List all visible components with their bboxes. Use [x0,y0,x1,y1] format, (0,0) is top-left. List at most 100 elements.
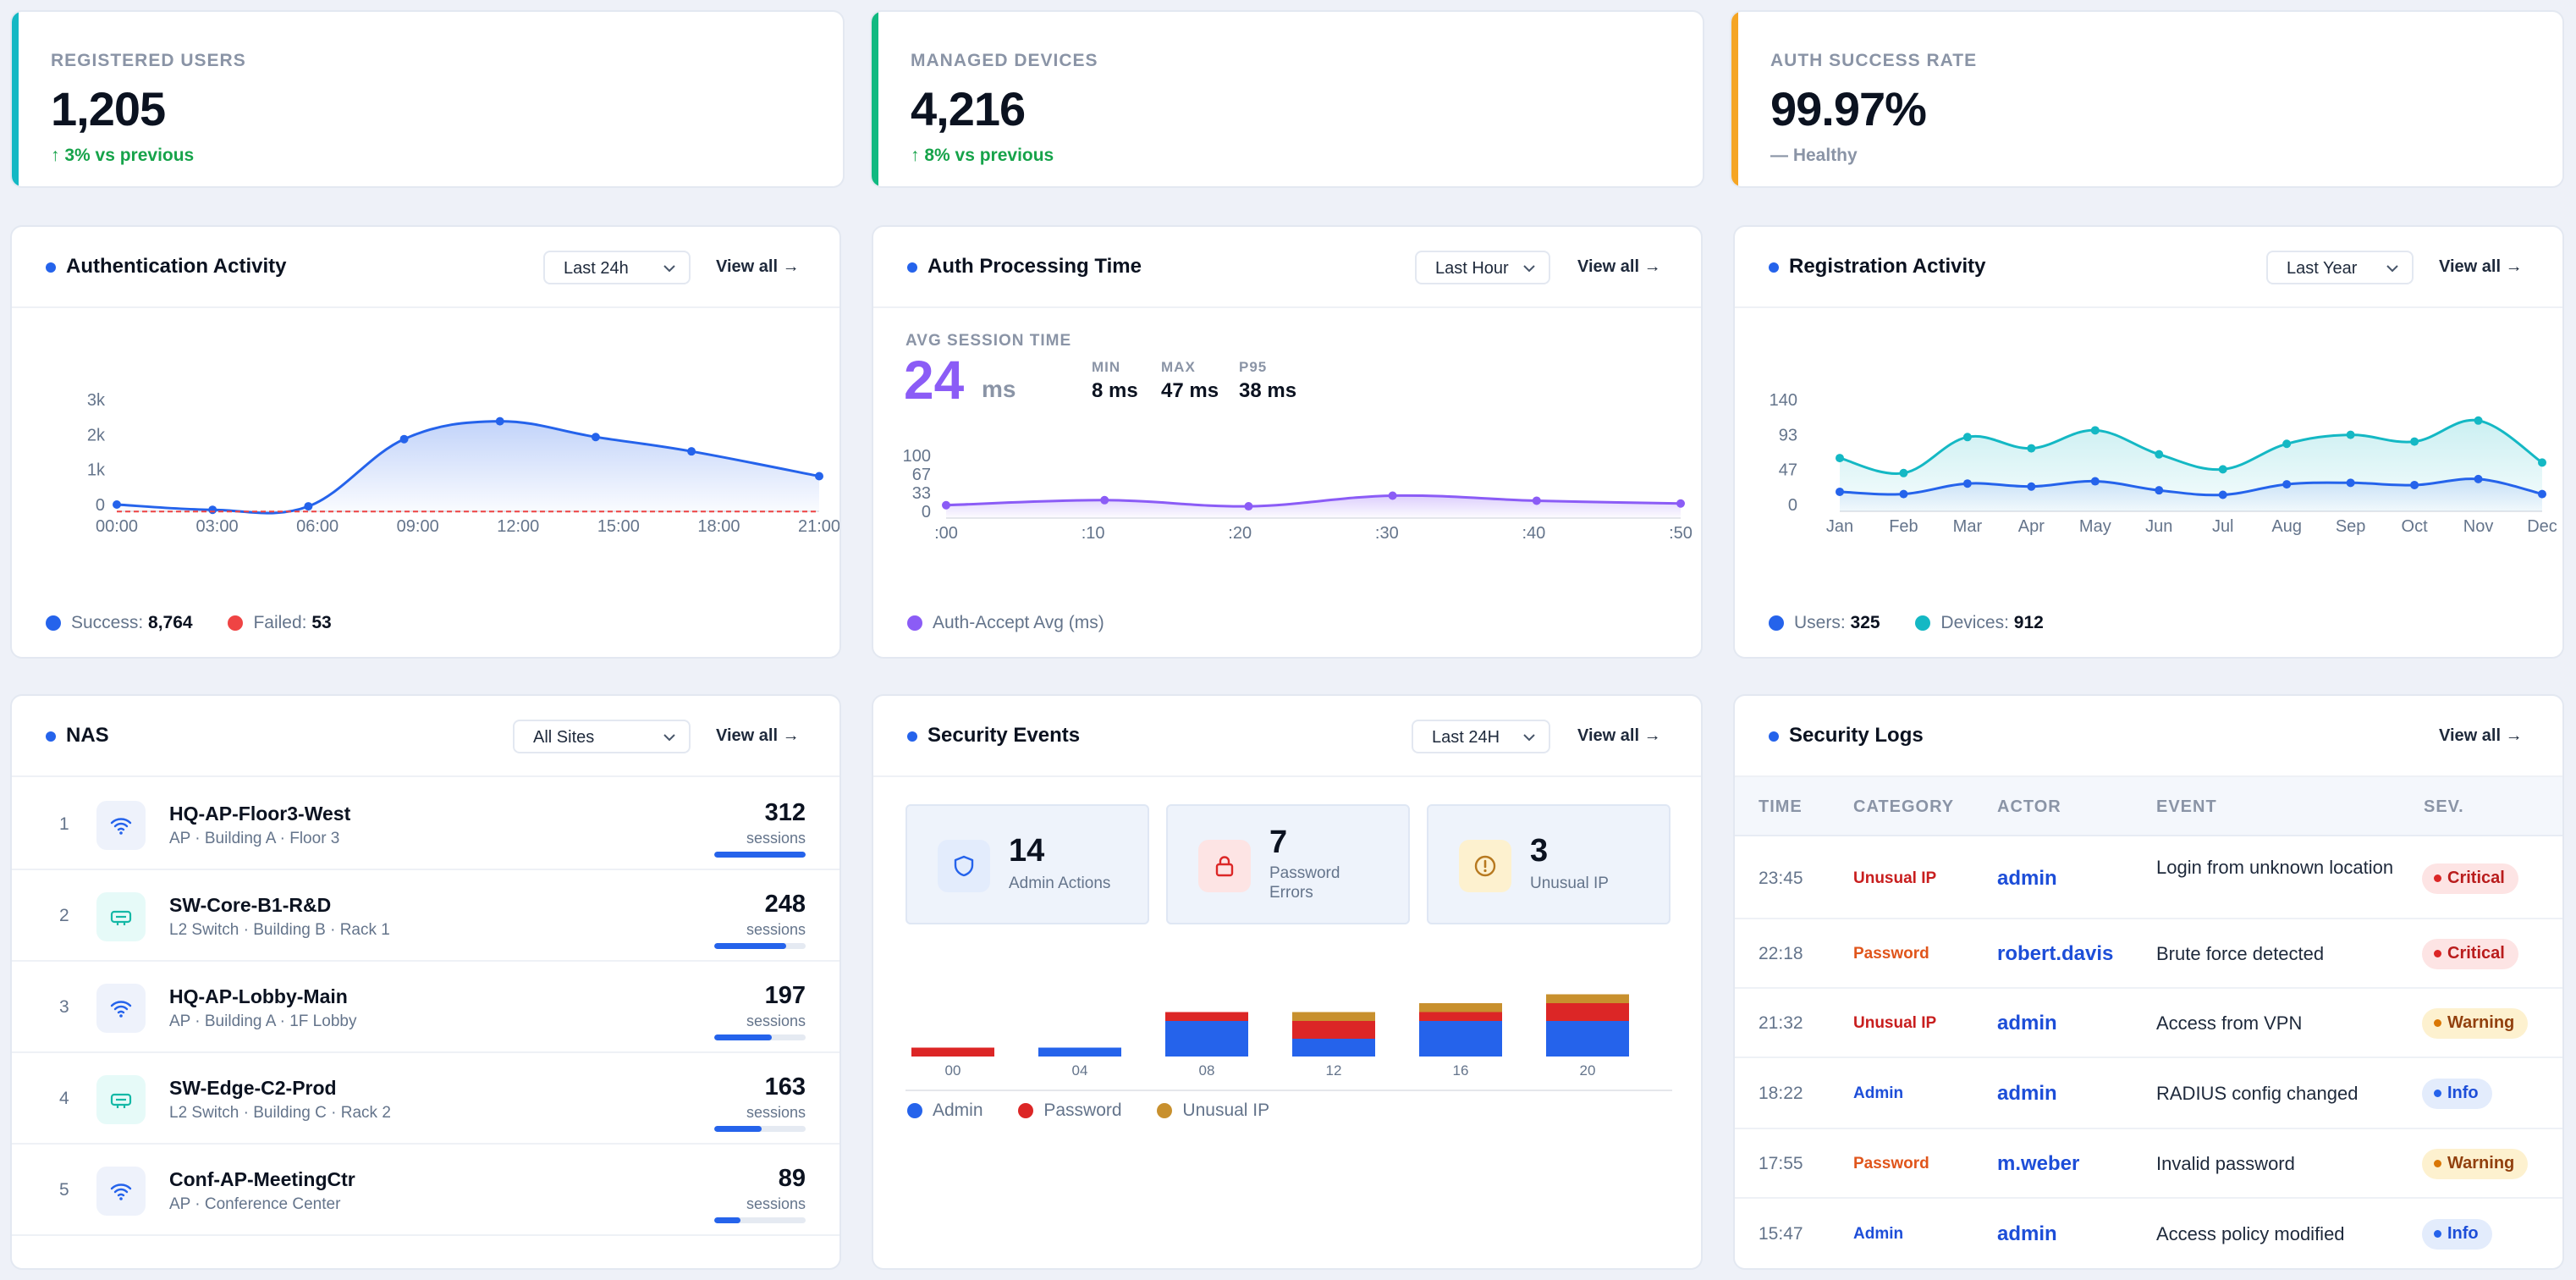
data-point[interactable] [2346,430,2355,439]
bar-segment-password[interactable] [1292,1021,1375,1039]
log-row[interactable]: 22:18 Password robert.davis Brute force det… [1735,919,2562,989]
bar-segment-admin[interactable] [1038,1047,1121,1057]
bar-segment-admin[interactable] [1292,1039,1375,1057]
data-point[interactable] [2090,426,2100,435]
data-point[interactable] [687,447,696,456]
nas-list-item[interactable]: 3 HQ-AP-Lobby-Main AP · Building A · 1F Lo… [12,962,839,1053]
view-all-link[interactable]: View all → [2439,726,2523,745]
data-point[interactable] [2155,450,2164,459]
site-filter-select[interactable]: All Sites [513,720,691,753]
event-tile-admin-actions[interactable]: 14 Admin Actions [905,804,1149,924]
log-row[interactable]: 15:47 Admin admin Access policy modified Inf… [1735,1199,2562,1268]
data-point[interactable] [1962,433,1972,442]
data-point[interactable] [2474,474,2483,483]
data-point[interactable] [399,434,409,444]
log-actor-link[interactable]: robert.davis [1997,942,2114,965]
nas-list-item[interactable]: 5 Conf-AP-MeetingCtr AP · Conference Cente… [12,1145,839,1236]
data-point[interactable] [2410,437,2419,446]
data-point[interactable] [208,505,217,515]
data-point[interactable] [1899,489,1908,499]
data-point[interactable] [495,417,504,426]
log-actor-link[interactable]: admin [1997,1082,2057,1105]
kpi-accent [1731,12,1738,186]
column-header-severity: SEV. [2424,797,2464,816]
data-point[interactable] [591,433,600,442]
log-event: Access policy modified [2156,1223,2345,1244]
data-point[interactable] [1962,479,1972,488]
severity-dot [2434,950,2441,957]
log-row[interactable]: 18:22 Admin admin RADIUS config changed Info [1735,1058,2562,1129]
data-point[interactable] [1836,454,1844,463]
log-actor-link[interactable]: admin [1997,1222,2057,1245]
data-point[interactable] [942,500,950,510]
nas-icon-box [96,892,146,941]
data-point[interactable] [2538,458,2546,467]
data-point[interactable] [1244,502,1253,511]
security-events-card: Security Events Last 24H View all → 14 A… [872,694,1703,1270]
range-select[interactable]: Last Year [2266,251,2414,284]
data-point[interactable] [2346,478,2355,488]
log-row[interactable]: 21:32 Unusual IP admin Access from VPN Warni… [1735,989,2562,1058]
range-select[interactable]: Last Hour [1415,251,1550,284]
data-point[interactable] [2282,480,2292,489]
view-all-link[interactable]: View all → [2439,257,2523,276]
x-tick-label: Apr [2018,517,2045,536]
nas-list-item[interactable]: 1 HQ-AP-Floor3-West AP · Building A · Floo… [12,779,839,870]
event-tile-password-errors[interactable]: 7 Password Errors [1166,804,1410,924]
bar-segment-password[interactable] [1419,1012,1502,1022]
log-row[interactable]: 17:55 Password m.weber Invalid password Warn… [1735,1129,2562,1199]
data-point[interactable] [304,502,313,511]
data-point[interactable] [2155,486,2164,495]
data-point[interactable] [2538,489,2546,499]
bar-segment-unusual-ip[interactable] [1292,1012,1375,1022]
data-point[interactable] [2218,490,2227,499]
data-point[interactable] [1676,499,1685,508]
x-tick-label: Jul [2212,517,2234,536]
stat-max-label: MAX [1161,359,1196,375]
x-tick-label: 20 [1580,1062,1596,1079]
event-tile-unusual-ip[interactable]: 3 Unusual IP [1427,804,1671,924]
y-tick-label: 33 [912,484,931,503]
log-actor-link[interactable]: m.weber [1997,1152,2080,1175]
title-dot [46,731,56,742]
data-point[interactable] [1899,468,1908,477]
nas-list-item[interactable]: 4 SW-Edge-C2-Prod L2 Switch · Building C ·… [12,1053,839,1145]
data-point[interactable] [1836,487,1844,496]
log-actor-link[interactable]: admin [1997,1012,2057,1034]
range-select[interactable]: Last 24h [543,251,691,284]
data-point[interactable] [2027,482,2036,491]
bar-segment-password[interactable] [1165,1012,1248,1022]
range-select[interactable]: Last 24H [1412,720,1550,753]
view-all-link[interactable]: View all → [716,726,800,745]
data-point[interactable] [2410,480,2419,489]
bar-segment-unusual-ip[interactable] [1419,1003,1502,1012]
view-all-link[interactable]: View all → [1577,257,1661,276]
data-point[interactable] [2027,444,2036,453]
data-point[interactable] [1388,491,1397,500]
view-all-link[interactable]: View all → [1577,726,1661,745]
bar-segment-unusual-ip[interactable] [1546,994,1629,1004]
bar-segment-admin[interactable] [1546,1021,1629,1057]
data-point[interactable] [815,472,823,481]
data-point[interactable] [2282,439,2292,449]
data-point[interactable] [2474,416,2483,425]
bar-segment-admin[interactable] [1419,1021,1502,1057]
data-point[interactable] [1100,495,1109,505]
log-row[interactable]: 23:45 Unusual IP admin Login from unknown l… [1735,838,2562,919]
card-header: Authentication Activity Last 24h View al… [12,227,839,308]
log-category: Unusual IP [1853,869,1937,887]
log-actor-link[interactable]: admin [1997,867,2057,890]
x-tick-label: Jun [2145,517,2172,536]
data-point[interactable] [2090,477,2100,486]
legend-item-unusual-ip: Unusual IP [1157,1101,1269,1121]
view-all-link[interactable]: View all → [716,257,800,276]
data-point[interactable] [113,500,121,509]
bar-segment-password[interactable] [1546,1003,1629,1021]
data-point[interactable] [2218,465,2227,474]
event-tile-label: Unusual IP [1530,874,1609,892]
nas-list-item[interactable]: 2 SW-Core-B1-R&D L2 Switch · Building B · … [12,870,839,962]
bar-segment-password[interactable] [911,1047,994,1057]
data-point[interactable] [1532,496,1541,505]
bar-segment-admin[interactable] [1165,1021,1248,1057]
security-logs-card: Security Logs View all → TIME CATEGORY A… [1733,694,2564,1270]
